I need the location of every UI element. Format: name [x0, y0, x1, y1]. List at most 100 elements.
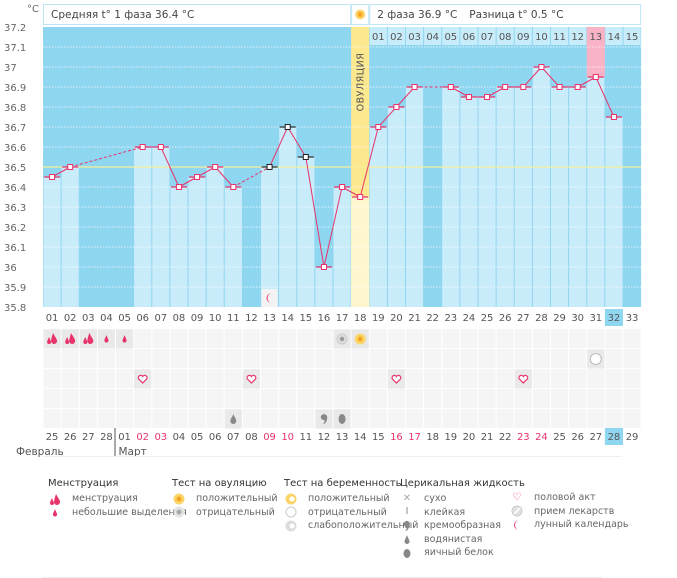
icon-grid-cell [532, 409, 550, 428]
temperature-line [214, 166, 234, 188]
phase2-day-cell [605, 27, 623, 45]
temperature-line [70, 146, 143, 168]
cycle-day-label: 03 [82, 313, 95, 324]
icon-grid-cell [188, 329, 206, 348]
temperature-point [284, 124, 291, 130]
date-label: 02 [136, 432, 149, 443]
phase2-day-label: 15 [626, 32, 639, 43]
cycle-day-label: 29 [553, 313, 566, 324]
icon-grid-cell [297, 329, 315, 348]
today-marker [604, 309, 623, 326]
temperature-bar [315, 267, 333, 307]
temperature-point [157, 144, 164, 150]
icon-grid-cell [261, 409, 279, 428]
temperature-bar [605, 117, 623, 307]
legend-label: положительный [196, 493, 278, 504]
legend-title: Тест на беременность [284, 478, 402, 489]
phase2-day-label: 06 [463, 32, 476, 43]
temperature-line [305, 156, 325, 268]
legend-menstruation: Менструация менструация небольшие выделе… [48, 478, 187, 519]
icon-grid-cell [605, 349, 623, 368]
date-label: 22 [499, 432, 512, 443]
cycle-day-label: 10 [209, 313, 222, 324]
icon-grid-cell [43, 409, 61, 428]
icon-grid-cell [261, 329, 279, 348]
moon-icon [510, 519, 524, 531]
icon-grid-cell [43, 369, 61, 388]
ovulation-test-negative-icon-center [339, 336, 345, 342]
month-label: Февраль [16, 446, 64, 458]
temperature-line [269, 126, 289, 168]
legend-item: кремообразная [400, 519, 525, 533]
cycle-day-label: 25 [481, 313, 494, 324]
icon-grid-cell [406, 349, 424, 368]
icon-grid-cell [496, 409, 514, 428]
cycle-day-label: 06 [136, 313, 149, 324]
phase2-header-box [369, 4, 642, 25]
date-label: 18 [426, 432, 439, 443]
icon-grid-cell [387, 409, 405, 428]
icon-grid-cell [297, 369, 315, 388]
temperature-bar [460, 97, 478, 307]
cycle-day-label: 27 [517, 313, 530, 324]
date-label: 04 [173, 432, 186, 443]
y-tick-label: 35.9 [4, 283, 26, 294]
temperature-bar [514, 87, 532, 307]
temperature-line [233, 166, 270, 188]
temperature-line [396, 86, 415, 108]
date-label: 19 [444, 432, 457, 443]
cycle-day-label: 26 [499, 313, 512, 324]
cycle-day-label: 19 [372, 313, 385, 324]
legend-item: небольшие выделения [48, 506, 187, 520]
cycle-day-label: 07 [154, 313, 167, 324]
icon-grid-cell [551, 369, 569, 388]
icon-grid-cell [551, 389, 569, 408]
date-label: 16 [390, 432, 403, 443]
icon-grid-cell [605, 389, 623, 408]
creamy-icon [400, 520, 414, 532]
sun-icon-center [357, 12, 363, 17]
icon-grid-cell [170, 349, 188, 368]
date-label: 13 [336, 432, 349, 443]
phase2-day-cell [442, 27, 460, 45]
date-label: 20 [463, 432, 476, 443]
legend-item: положительный [284, 492, 418, 506]
y-tick-label: 36.4 [4, 183, 26, 194]
spotting-icon [104, 335, 109, 343]
temperature-bar [442, 87, 460, 307]
bbt-chart: °C37.2 37.1 37 36.9 36.8 36.7 36.6 36.5 36.4 36.3… [4, 4, 642, 458]
icon-grid-cell [134, 389, 152, 408]
temperature-point [230, 184, 237, 190]
icon-grid-cell [188, 369, 206, 388]
heart-icon: ♡ [512, 491, 522, 503]
icon-grid-cell [514, 409, 532, 428]
icon-grid-cell [369, 389, 387, 408]
icon-grid-cell [170, 409, 188, 428]
temperature-bar [551, 87, 569, 307]
icon-grid-cell [315, 389, 333, 408]
y-tick-label: 35.8 [4, 303, 26, 314]
icon-grid-cell [152, 349, 170, 368]
icon-grid-cell [605, 409, 623, 428]
cycle-day-label: 15 [299, 313, 312, 324]
cycle-day-label: 30 [571, 313, 584, 324]
date-label: 23 [517, 432, 530, 443]
icon-grid-cell [188, 409, 206, 428]
icon-grid-cell [297, 409, 315, 428]
temperature-point [484, 94, 491, 100]
temperature-line [341, 186, 361, 198]
phase2-day-cell [496, 27, 514, 45]
temperature-line [486, 86, 506, 98]
icon-grid-cell [442, 389, 460, 408]
icon-grid-cell [279, 389, 297, 408]
icon-grid-cell [424, 349, 442, 368]
icon-grid-cell [369, 409, 387, 428]
legend-item: ♡ половой акт [510, 491, 629, 505]
temperature-bar [569, 87, 587, 307]
legend-pregnancy-test: Тест на беременность положительный отриц… [284, 478, 418, 533]
phase2-day-cell [551, 27, 569, 45]
cycle-day-label: 32 [608, 313, 621, 324]
phase2-day-cell [514, 27, 532, 45]
